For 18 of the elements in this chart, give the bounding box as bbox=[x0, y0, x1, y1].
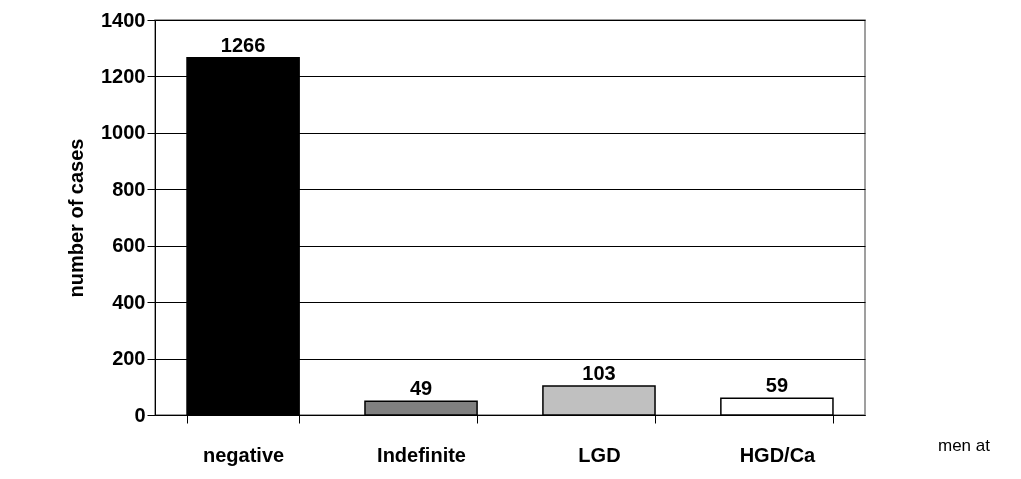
y-tick-label: 600 bbox=[112, 234, 146, 257]
x-tick-label: HGD/Ca bbox=[739, 443, 817, 466]
y-tick-label: 200 bbox=[112, 347, 146, 370]
x-tick-label: Indefinite bbox=[377, 443, 466, 466]
x-tick-label: negative bbox=[203, 443, 285, 466]
y-tick-label: 0 bbox=[134, 403, 146, 426]
data-label: 1266 bbox=[220, 33, 266, 56]
data-label: 49 bbox=[409, 377, 433, 400]
text: men at bbox=[938, 436, 990, 456]
x-tick-label: LGD bbox=[578, 443, 621, 466]
y-tick-label: 1400 bbox=[101, 8, 146, 31]
data-label: 103 bbox=[582, 361, 616, 384]
data-label: 59 bbox=[765, 374, 789, 397]
y-tick-label: 800 bbox=[112, 177, 146, 200]
y-tick-label: 1200 bbox=[101, 64, 146, 87]
y-tick-label: 1000 bbox=[101, 121, 146, 144]
y-tick-label: 400 bbox=[112, 290, 146, 313]
y-axis-title: number of cases bbox=[65, 138, 88, 298]
